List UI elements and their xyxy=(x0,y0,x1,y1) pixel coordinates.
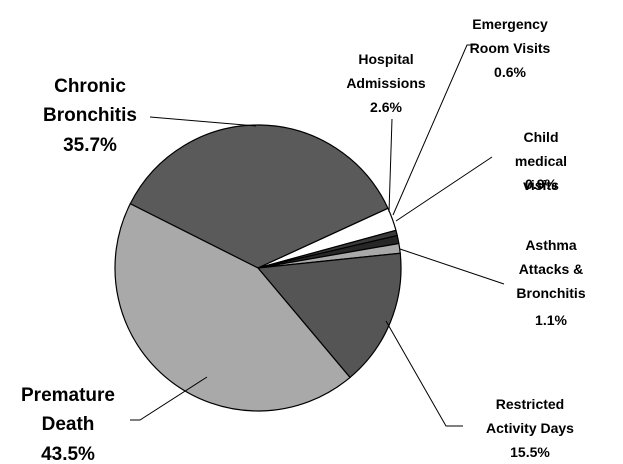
leader-line xyxy=(399,248,505,285)
slice-value-label: 0.9% xyxy=(525,176,557,192)
slice-label: Emergency Room Visits xyxy=(469,16,551,56)
leader-line xyxy=(395,156,493,222)
slice-label: Chronic Bronchitis xyxy=(43,76,137,126)
slice-value-label: 1.1% xyxy=(535,312,567,328)
slice-label: Asthma Attacks & Bronchitis xyxy=(516,237,586,301)
slice-value-label: 43.5% xyxy=(41,444,95,464)
pie-slice xyxy=(114,202,351,412)
pie-slice xyxy=(129,124,389,269)
pie xyxy=(114,124,402,412)
leader-line xyxy=(392,44,475,216)
slice-label: Restricted Activity Days xyxy=(486,396,574,436)
leader-line xyxy=(388,118,393,213)
slice-value-label: 2.6% xyxy=(370,99,402,115)
slice-value-label: 0.6% xyxy=(494,64,526,80)
pie-slice xyxy=(256,252,402,379)
leader-line xyxy=(130,376,208,421)
slice-label: Premature Death xyxy=(21,385,115,435)
slice-value-label: 15.5% xyxy=(510,444,550,460)
slice-label: Hospital Admissions xyxy=(346,51,426,91)
slice-label: Child medical visits xyxy=(514,129,568,193)
slice-value-label: 35.7% xyxy=(63,135,117,156)
leader-line xyxy=(149,116,257,127)
leader-line xyxy=(385,320,463,427)
